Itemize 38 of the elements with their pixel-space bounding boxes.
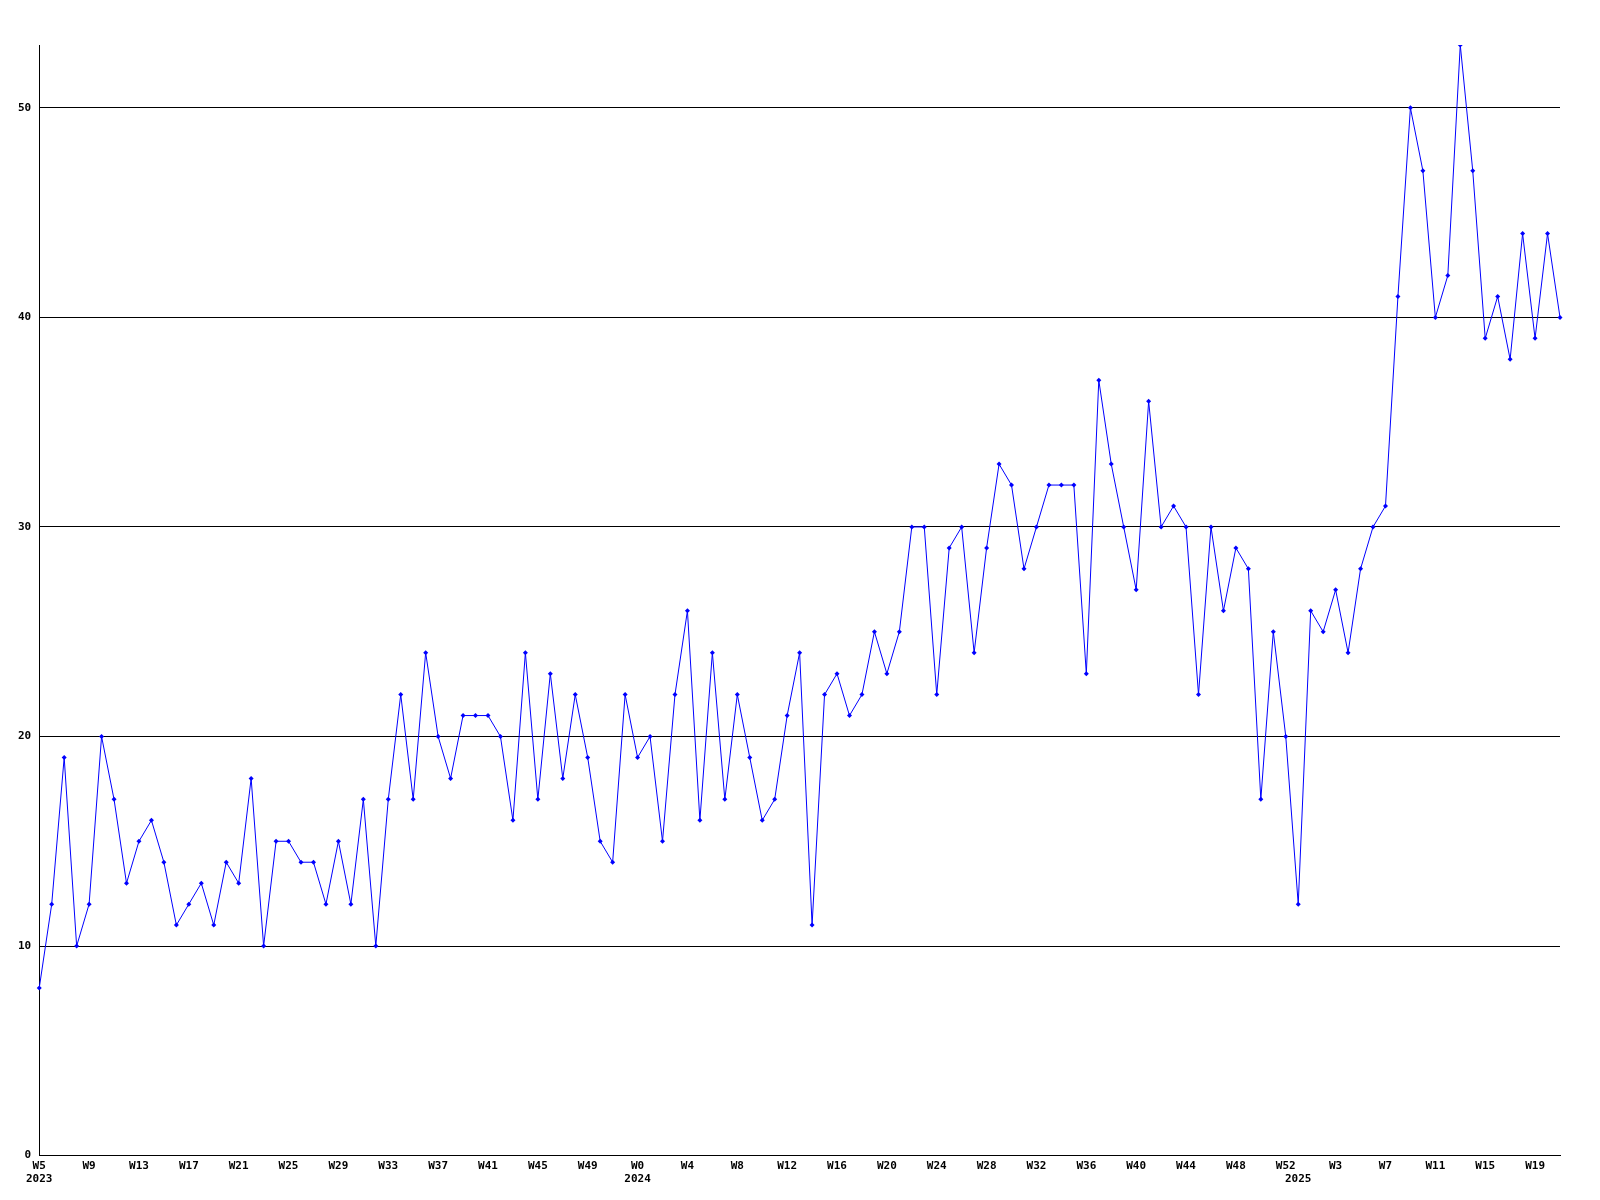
x-tick-label: W19 — [1525, 1159, 1546, 1173]
x-tick-label: 2025 — [1284, 1172, 1312, 1186]
x-tick-label: W7 — [1378, 1159, 1393, 1173]
x-tick-label: W33 — [378, 1159, 399, 1173]
x-tick-label: W12 — [777, 1159, 798, 1173]
y-tick-label: 0 — [24, 1148, 32, 1162]
x-tick-label: W37 — [428, 1159, 449, 1173]
x-tick-label: W44 — [1176, 1159, 1197, 1173]
x-tick-label: W8 — [730, 1159, 744, 1173]
x-tick-label: W25 — [278, 1159, 299, 1173]
x-tick-label: W5 2023 — [26, 1159, 53, 1186]
x-tick-label: W16 — [827, 1159, 848, 1173]
x-tick-label: W21 — [228, 1159, 249, 1173]
x-tick-label: W11 — [1425, 1159, 1446, 1173]
y-tick-label: 30 — [18, 519, 32, 533]
x-tick-label: W15 — [1475, 1159, 1496, 1173]
x-tick-label: W0 2024 — [624, 1159, 652, 1186]
x-tick-label: W20 — [876, 1159, 897, 1173]
x-tick-label: W9 — [82, 1159, 96, 1173]
x-tick-label: W40 — [1126, 1159, 1147, 1173]
x-tick-label: W17 — [178, 1159, 199, 1173]
x-tick-label: W41 — [478, 1159, 499, 1173]
y-tick-label: 40 — [18, 310, 32, 324]
x-tick-label: W52 — [1275, 1159, 1296, 1173]
x-tick-label: W49 — [577, 1159, 598, 1173]
y-tick-label: 20 — [18, 729, 32, 743]
x-tick-label: W24 — [926, 1159, 948, 1173]
y-tick-label: 10 — [18, 938, 32, 952]
x-tick-label: W48 — [1225, 1159, 1246, 1173]
x-tick-label: W4 — [680, 1159, 695, 1173]
x-tick-label: W36 — [1076, 1159, 1097, 1173]
x-tick-label: W29 — [328, 1159, 349, 1173]
x-tick-label: W13 — [129, 1159, 149, 1173]
x-tick-label: W28 — [976, 1159, 997, 1173]
x-tick-label: W3 — [1329, 1159, 1343, 1173]
x-tick-label: W45 — [527, 1159, 548, 1173]
x-tick-label: W32 — [1026, 1159, 1047, 1173]
y-tick-label: 50 — [18, 100, 32, 114]
